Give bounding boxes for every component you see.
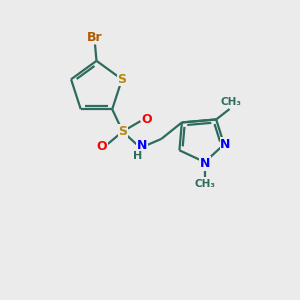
Text: N: N — [200, 157, 210, 170]
Text: CH₃: CH₃ — [194, 178, 215, 188]
Text: S: S — [117, 73, 126, 86]
Text: N: N — [220, 138, 231, 151]
Text: N: N — [137, 139, 147, 152]
Text: S: S — [118, 125, 127, 138]
Text: CH₃: CH₃ — [220, 98, 242, 107]
Text: O: O — [142, 113, 152, 126]
Text: Br: Br — [87, 31, 103, 44]
Text: O: O — [97, 140, 107, 154]
Text: H: H — [133, 151, 142, 161]
